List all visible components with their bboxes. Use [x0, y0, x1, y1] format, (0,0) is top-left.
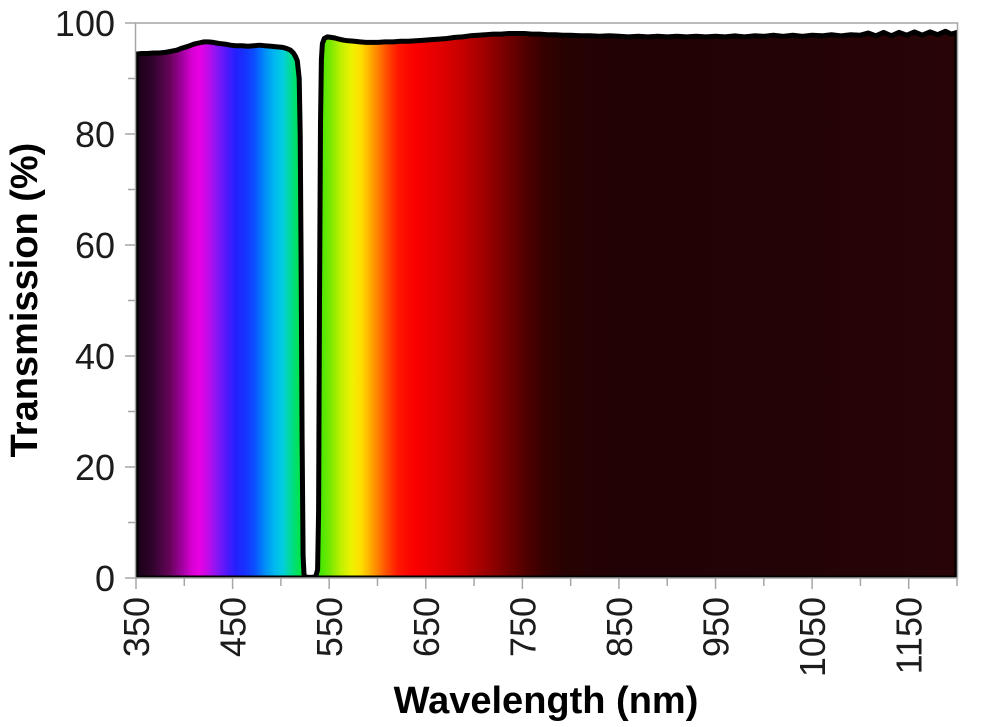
- y-tick-label: 60: [75, 225, 115, 266]
- x-axis-tick-labels: 350 450 550 650 750 850 950 1050 1150: [116, 597, 930, 677]
- y-axis-title: Transmission (%): [4, 143, 46, 458]
- x-tick-label: 1050: [792, 597, 833, 677]
- spectrum-area-series: [135, 28, 958, 578]
- x-tick-label: 650: [406, 597, 447, 657]
- y-tick-label: 0: [95, 558, 115, 599]
- y-axis-ticks: [125, 22, 136, 579]
- y-tick-label: 80: [75, 114, 115, 155]
- y-tick-label: 20: [75, 447, 115, 488]
- x-tick-label: 1150: [889, 597, 930, 674]
- x-tick-label: 550: [309, 597, 350, 657]
- x-axis-title: Wavelength (nm): [394, 680, 699, 722]
- y-tick-label: 100: [55, 3, 115, 44]
- x-tick-label: 350: [116, 597, 157, 657]
- x-tick-label: 750: [502, 597, 543, 657]
- x-tick-label: 450: [213, 597, 254, 657]
- y-tick-label: 40: [75, 336, 115, 377]
- y-axis-tick-labels: 0 20 40 60 80 100: [55, 3, 115, 599]
- x-axis-ticks: [135, 578, 958, 589]
- x-tick-label: 950: [696, 597, 737, 657]
- x-tick-label: 850: [599, 597, 640, 657]
